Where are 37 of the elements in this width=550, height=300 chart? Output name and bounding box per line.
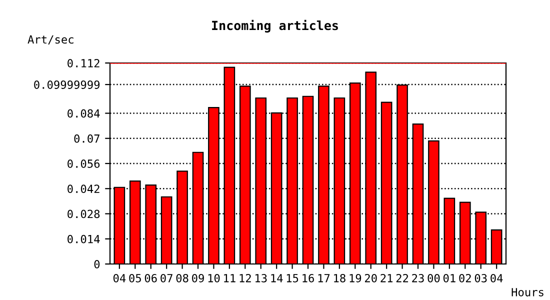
x-tick-label: 04 <box>113 274 126 282</box>
y-tick-label: 0 <box>94 260 100 268</box>
x-tick-label: 15 <box>286 274 298 282</box>
x-tick-label: 08 <box>176 274 188 282</box>
x-tick-label: 17 <box>318 274 330 282</box>
y-tick-label: 0.112 <box>68 59 100 68</box>
x-axis-title: Hours <box>512 288 544 296</box>
x-tick-label: 01 <box>443 274 456 282</box>
x-tick-label: 13 <box>256 274 267 282</box>
y-axis-title: Art/sec <box>28 35 74 45</box>
y-tick-label: 0.084 <box>68 109 100 118</box>
y-tick-label: 0.014 <box>68 234 100 244</box>
x-tick-label: 23 <box>412 274 424 282</box>
x-tick-label: 02 <box>459 274 471 282</box>
x-tick-label: 00 <box>428 274 440 282</box>
x-tick-label: 20 <box>364 274 377 282</box>
x-tick-label: 04 <box>490 274 503 282</box>
y-tick-label: 0.028 <box>68 210 100 218</box>
x-tick-label: 19 <box>350 274 362 282</box>
x-tick-label: 11 <box>224 274 236 282</box>
y-tick-label: 0.07 <box>74 134 100 143</box>
x-tick-label: 21 <box>380 274 393 282</box>
y-tick-label: 0.09999999 <box>34 80 100 89</box>
x-tick-label: 09 <box>192 274 204 282</box>
x-tick-label: 05 <box>129 274 141 282</box>
x-tick-label: 14 <box>271 274 283 282</box>
x-tick-label: 07 <box>160 274 172 282</box>
y-tick-label: 0.056 <box>68 160 100 168</box>
x-tick-label: 18 <box>334 274 346 282</box>
x-tick-label: 03 <box>474 274 487 282</box>
x-tick-label: 22 <box>396 274 408 282</box>
x-tick-label: 12 <box>240 274 251 282</box>
x-tick-label: 10 <box>208 274 220 282</box>
chart-title: Incoming articles <box>212 20 338 33</box>
y-tick-label: 0.042 <box>68 184 100 194</box>
x-tick-label: 16 <box>302 274 314 282</box>
x-tick-label: 06 <box>144 274 157 282</box>
